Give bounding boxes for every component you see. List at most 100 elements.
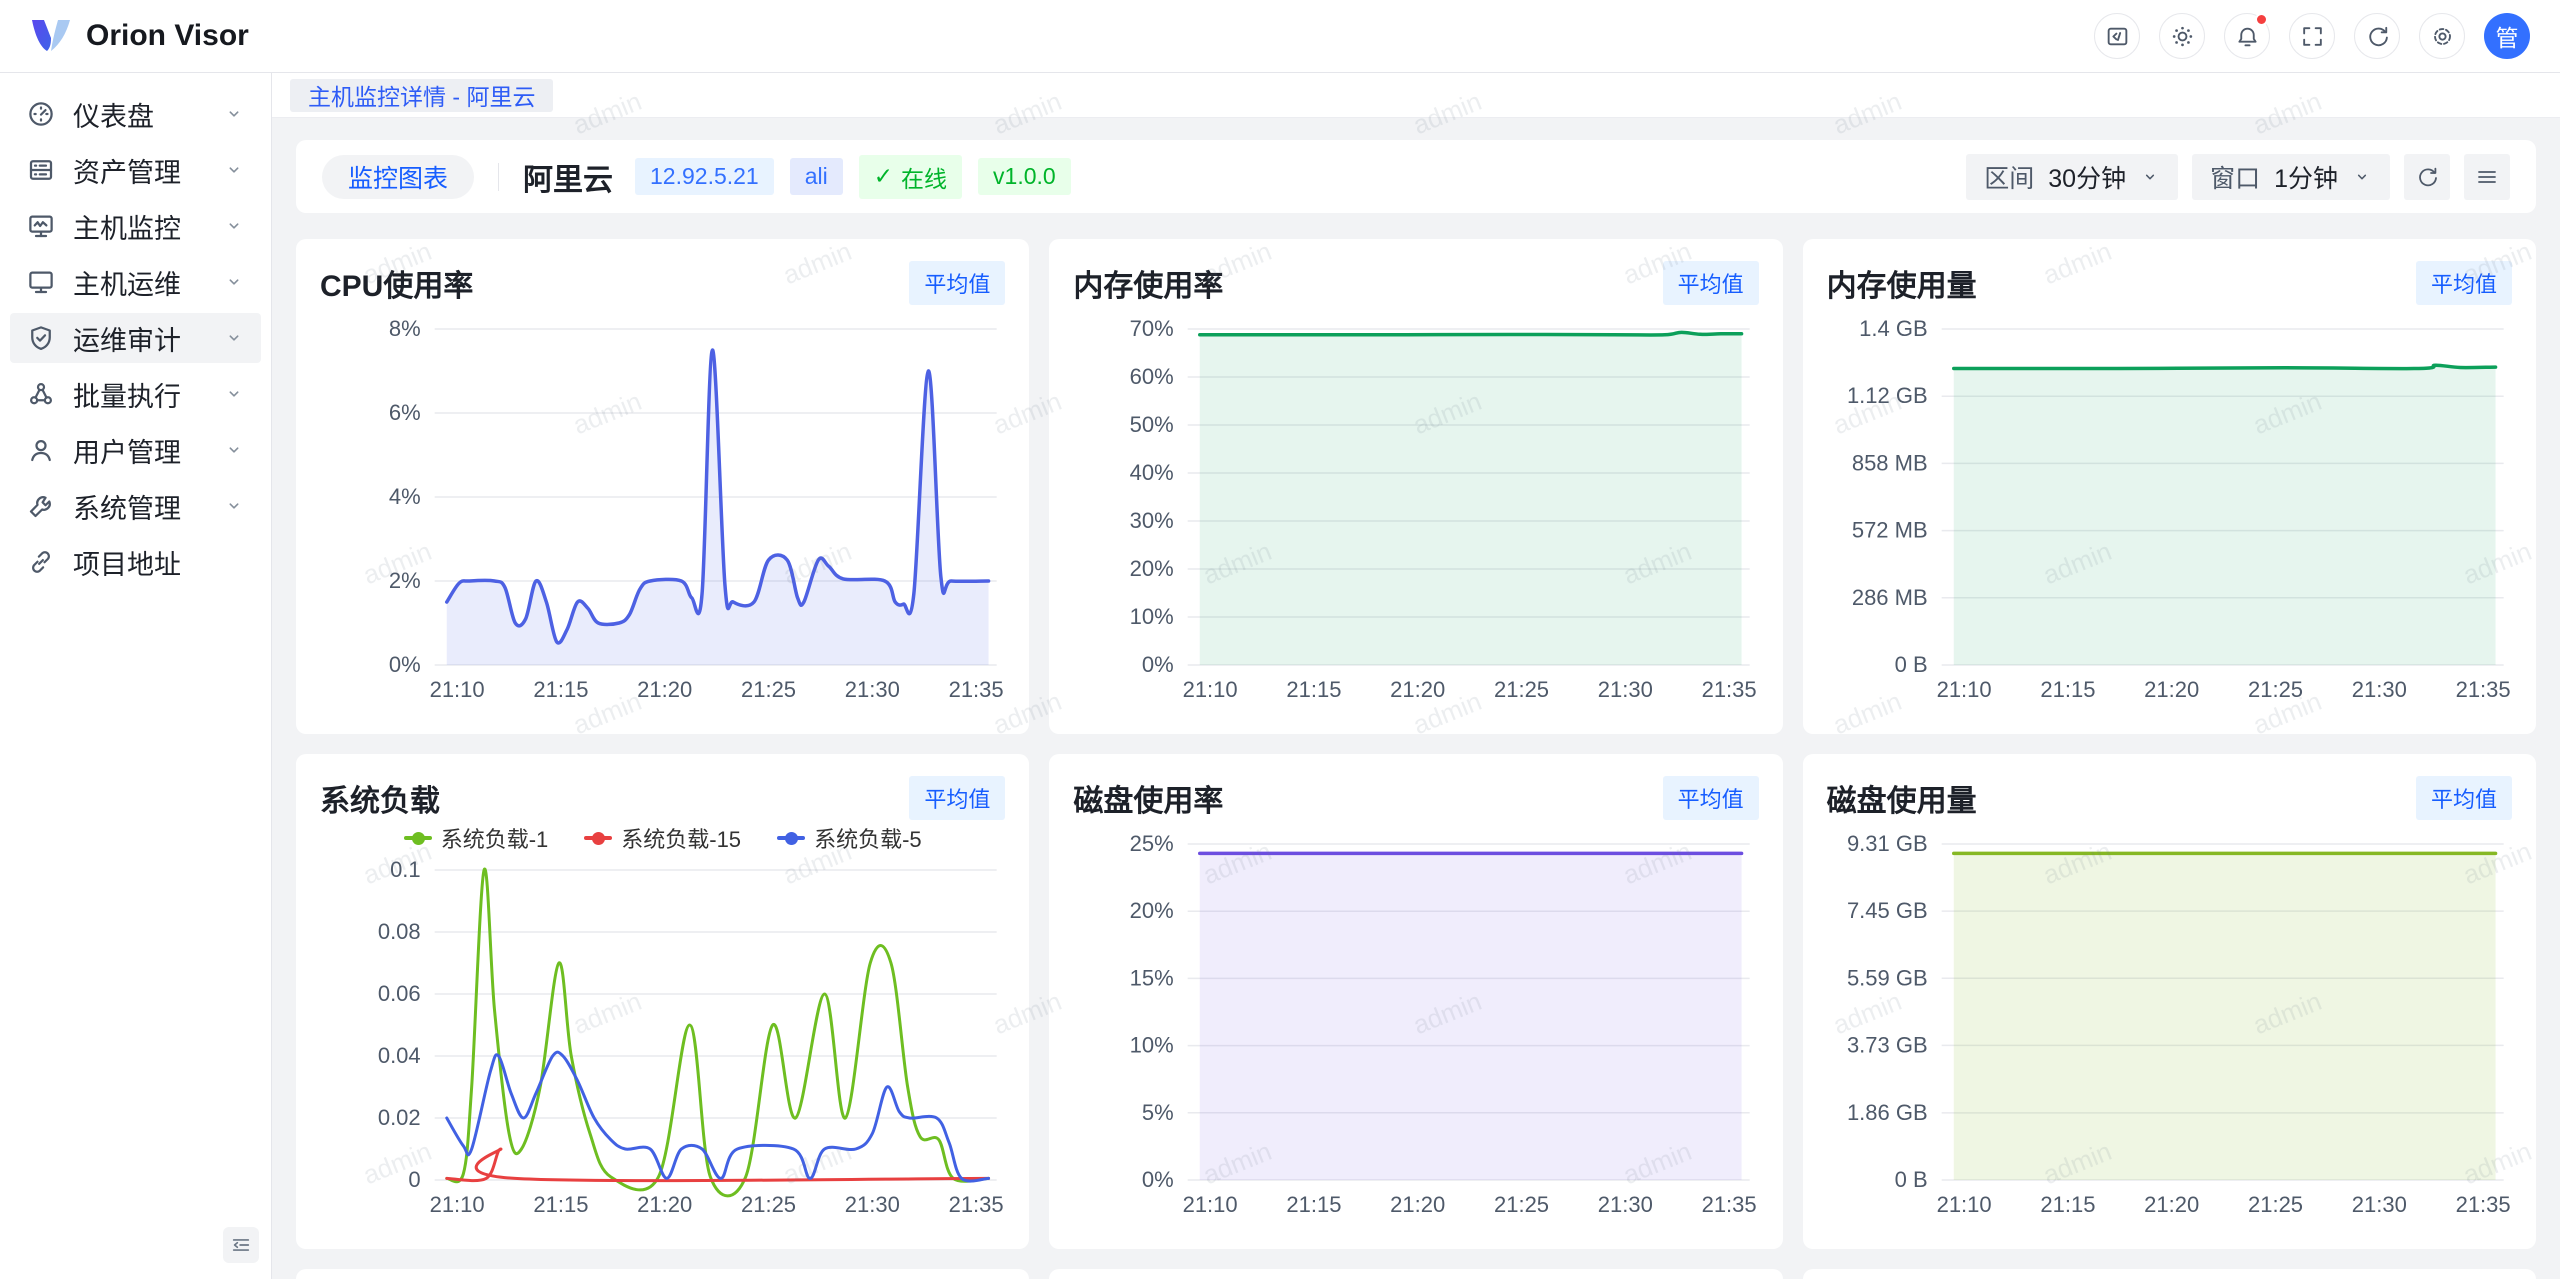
sun-icon xyxy=(2170,24,2195,49)
svg-text:21:15: 21:15 xyxy=(1287,677,1342,702)
chart-controls-group: 区间 30分钟 窗口 1分钟 xyxy=(1966,154,2510,200)
cpu-usage-chart[interactable]: 8%6%4%2%0%21:1021:1521:2021:2521:3021:35 xyxy=(320,309,1005,709)
svg-text:21:20: 21:20 xyxy=(637,1192,692,1217)
check-icon: ✓ xyxy=(874,163,893,190)
svg-text:21:25: 21:25 xyxy=(2248,677,2303,702)
svg-text:286 MB: 286 MB xyxy=(1851,585,1927,610)
fullscreen-icon xyxy=(2300,24,2325,49)
svg-text:0.02: 0.02 xyxy=(378,1105,421,1130)
notifications-button[interactable] xyxy=(2224,13,2270,59)
chart-card-stub xyxy=(1049,1269,1782,1279)
sidebar-item-dashboard[interactable]: 仪表盘 xyxy=(10,89,261,139)
sidebar-item-audit[interactable]: 运维审计 xyxy=(10,313,261,363)
chart-card-header: 内存使用量平均值 xyxy=(1827,261,2512,305)
chevron-down-icon xyxy=(223,383,245,405)
link-icon xyxy=(26,547,56,577)
svg-text:21:10: 21:10 xyxy=(1183,1192,1238,1217)
svg-text:21:25: 21:25 xyxy=(741,1192,796,1217)
sidebar-item-host-monitor[interactable]: 主机监控 xyxy=(10,201,261,251)
svg-text:21:10: 21:10 xyxy=(1936,677,1991,702)
batch-icon xyxy=(26,379,56,409)
chevron-down-icon xyxy=(223,103,245,125)
refresh-button[interactable] xyxy=(2354,13,2400,59)
chevron-down-icon xyxy=(223,495,245,517)
svg-text:21:30: 21:30 xyxy=(1598,677,1653,702)
active-page-tab[interactable]: 主机监控详情 - 阿里云 xyxy=(290,79,553,112)
fullscreen-button[interactable] xyxy=(2289,13,2335,59)
assets-icon xyxy=(26,155,56,185)
chevron-down-icon xyxy=(223,103,245,125)
svg-text:0.06: 0.06 xyxy=(378,981,421,1006)
svg-text:21:20: 21:20 xyxy=(637,677,692,702)
sidebar-collapse-button[interactable] xyxy=(223,1227,259,1263)
chevron-down-icon xyxy=(223,215,245,237)
svg-text:21:20: 21:20 xyxy=(2144,1192,2199,1217)
legend-item[interactable]: 系统负载-5 xyxy=(777,822,922,854)
app-logo[interactable]: Orion Visor xyxy=(30,18,249,54)
toolbar-divider xyxy=(498,163,499,191)
svg-text:21:30: 21:30 xyxy=(845,677,900,702)
svg-text:7.45 GB: 7.45 GB xyxy=(1847,898,1928,923)
theme-button[interactable] xyxy=(2159,13,2205,59)
svg-text:0.1: 0.1 xyxy=(390,858,421,882)
svg-text:21:10: 21:10 xyxy=(1936,1192,1991,1217)
sidebar-item-user[interactable]: 用户管理 xyxy=(10,425,261,475)
refresh-icon xyxy=(2365,24,2390,49)
refresh-charts-button[interactable] xyxy=(2404,154,2450,200)
chart-title: CPU使用率 xyxy=(320,261,473,305)
interval-select[interactable]: 区间 30分钟 xyxy=(1966,154,2178,200)
svg-text:21:35: 21:35 xyxy=(1702,677,1757,702)
sidebar-item-link[interactable]: 项目地址 xyxy=(10,537,261,587)
user-avatar[interactable]: 管 xyxy=(2484,13,2530,59)
charts-grid: CPU使用率平均值8%6%4%2%0%21:1021:1521:2021:252… xyxy=(296,239,2536,1249)
sidebar-item-label: 主机监控 xyxy=(73,207,181,246)
svg-text:0%: 0% xyxy=(1142,652,1174,677)
svg-text:21:30: 21:30 xyxy=(2351,677,2406,702)
svg-text:5.59 GB: 5.59 GB xyxy=(1847,965,1928,990)
svg-text:21:35: 21:35 xyxy=(2455,677,2510,702)
chevron-down-icon xyxy=(223,215,245,237)
monitor-chart-tab[interactable]: 监控图表 xyxy=(322,155,474,199)
chevron-down-icon xyxy=(2140,167,2160,187)
sidebar-item-label: 主机运维 xyxy=(73,263,181,302)
svg-text:1.4 GB: 1.4 GB xyxy=(1859,316,1927,341)
sidebar-item-label: 仪表盘 xyxy=(73,95,154,134)
system-load-chart[interactable]: 0.10.080.060.040.02021:1021:1521:2021:25… xyxy=(320,858,1005,1224)
cpu-usage-card: CPU使用率平均值8%6%4%2%0%21:1021:1521:2021:252… xyxy=(296,239,1029,734)
chart-title: 磁盘使用量 xyxy=(1827,776,1977,820)
svg-text:21:25: 21:25 xyxy=(1494,1192,1549,1217)
memory-usage-pct-chart[interactable]: 70%60%50%40%30%20%10%0%21:1021:1521:2021… xyxy=(1073,309,1758,709)
sidebar-item-wrench[interactable]: 系统管理 xyxy=(10,481,261,531)
disk-usage-pct-chart[interactable]: 25%20%15%10%5%0%21:1021:1521:2021:2521:3… xyxy=(1073,824,1758,1224)
wrench-icon xyxy=(26,491,56,521)
host-toolbar: 监控图表 阿里云 12.92.5.21 ali ✓在线 v1.0.0 区间 30… xyxy=(296,140,2536,213)
chevron-down-icon xyxy=(223,495,245,517)
dashboard-icon xyxy=(26,99,56,129)
sidebar-item-batch[interactable]: 批量执行 xyxy=(10,369,261,419)
settings-button[interactable] xyxy=(2419,13,2465,59)
legend-item[interactable]: 系统负载-15 xyxy=(584,822,741,854)
code-button[interactable] xyxy=(2094,13,2140,59)
svg-text:0.08: 0.08 xyxy=(378,919,421,944)
audit-icon xyxy=(26,323,56,353)
chart-menu-button[interactable] xyxy=(2464,154,2510,200)
memory-usage-amt-chart[interactable]: 1.4 GB1.12 GB858 MB572 MB286 MB0 B21:102… xyxy=(1827,309,2512,709)
sidebar-item-label: 用户管理 xyxy=(73,431,181,470)
agent-version-badge: v1.0.0 xyxy=(978,158,1071,195)
chart-card-header: 磁盘使用率平均值 xyxy=(1073,776,1758,820)
legend-marker xyxy=(404,836,432,840)
assets-icon xyxy=(26,155,56,185)
disk-usage-amt-chart[interactable]: 9.31 GB7.45 GB5.59 GB3.73 GB1.86 GB0 B21… xyxy=(1827,824,2512,1224)
svg-text:21:15: 21:15 xyxy=(2040,1192,2095,1217)
chart-title: 系统负载 xyxy=(320,776,440,820)
sidebar-item-assets[interactable]: 资产管理 xyxy=(10,145,261,195)
svg-text:2%: 2% xyxy=(389,568,421,593)
svg-text:572 MB: 572 MB xyxy=(1851,518,1927,543)
sidebar-item-host-ops[interactable]: 主机运维 xyxy=(10,257,261,307)
svg-text:50%: 50% xyxy=(1130,412,1174,437)
window-select[interactable]: 窗口 1分钟 xyxy=(2192,154,2390,200)
svg-text:25%: 25% xyxy=(1130,831,1174,856)
legend-item[interactable]: 系统负载-1 xyxy=(404,822,549,854)
svg-text:10%: 10% xyxy=(1130,1033,1174,1058)
svg-text:4%: 4% xyxy=(389,484,421,509)
